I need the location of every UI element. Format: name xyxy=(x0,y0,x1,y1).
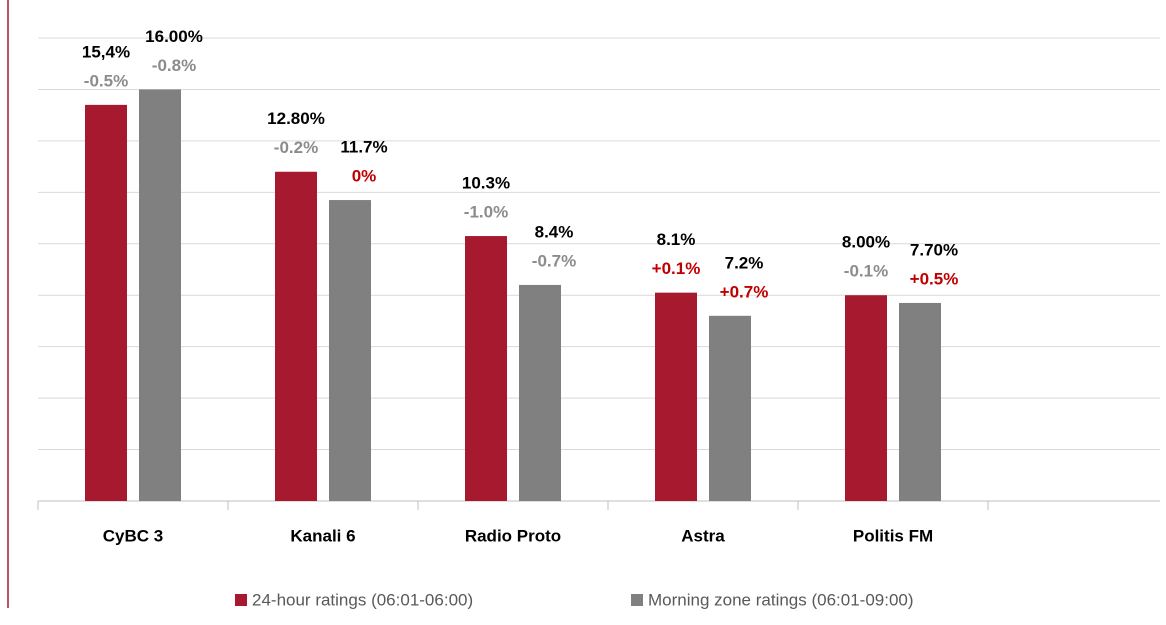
bar xyxy=(85,104,127,501)
x-tick-label: CyBC 3 xyxy=(103,526,163,545)
bar xyxy=(709,315,751,501)
legend-swatch xyxy=(631,594,643,606)
bar xyxy=(329,200,371,502)
legend-label: 24-hour ratings (06:01-06:00) xyxy=(252,590,473,609)
bar xyxy=(465,236,507,502)
change-label: -0.8% xyxy=(152,56,196,75)
x-tick-label: Politis FM xyxy=(853,526,933,545)
value-label: 15,4% xyxy=(82,42,130,61)
bar xyxy=(519,284,561,501)
legend-label: Morning zone ratings (06:01-09:00) xyxy=(648,590,914,609)
bar xyxy=(139,89,181,501)
bar xyxy=(275,171,317,501)
value-label: 7.70% xyxy=(910,240,958,259)
value-label: 8.00% xyxy=(842,233,890,252)
change-label: -0.5% xyxy=(84,71,128,90)
value-label: 16.00% xyxy=(145,27,203,46)
change-label: -0.1% xyxy=(844,262,888,281)
x-tick-label: Radio Proto xyxy=(465,526,561,545)
change-label: -0.7% xyxy=(532,251,576,270)
change-label: +0.1% xyxy=(652,259,701,278)
value-label: 7.2% xyxy=(725,253,764,272)
value-label: 11.7% xyxy=(340,138,387,157)
change-label: 0% xyxy=(352,167,377,186)
change-label: +0.5% xyxy=(910,269,959,288)
value-label: 8.1% xyxy=(657,230,696,249)
value-label: 12.80% xyxy=(267,109,325,128)
bar xyxy=(899,302,941,501)
bar xyxy=(655,292,697,501)
value-label: 8.4% xyxy=(535,222,574,241)
bar xyxy=(845,295,887,501)
value-label: 10.3% xyxy=(462,174,510,193)
legend-swatch xyxy=(235,594,247,606)
x-tick-label: Kanali 6 xyxy=(290,526,355,545)
x-tick-label: Astra xyxy=(681,526,725,545)
change-label: -0.2% xyxy=(274,138,318,157)
change-label: +0.7% xyxy=(720,282,769,301)
change-label: -1.0% xyxy=(464,203,508,222)
